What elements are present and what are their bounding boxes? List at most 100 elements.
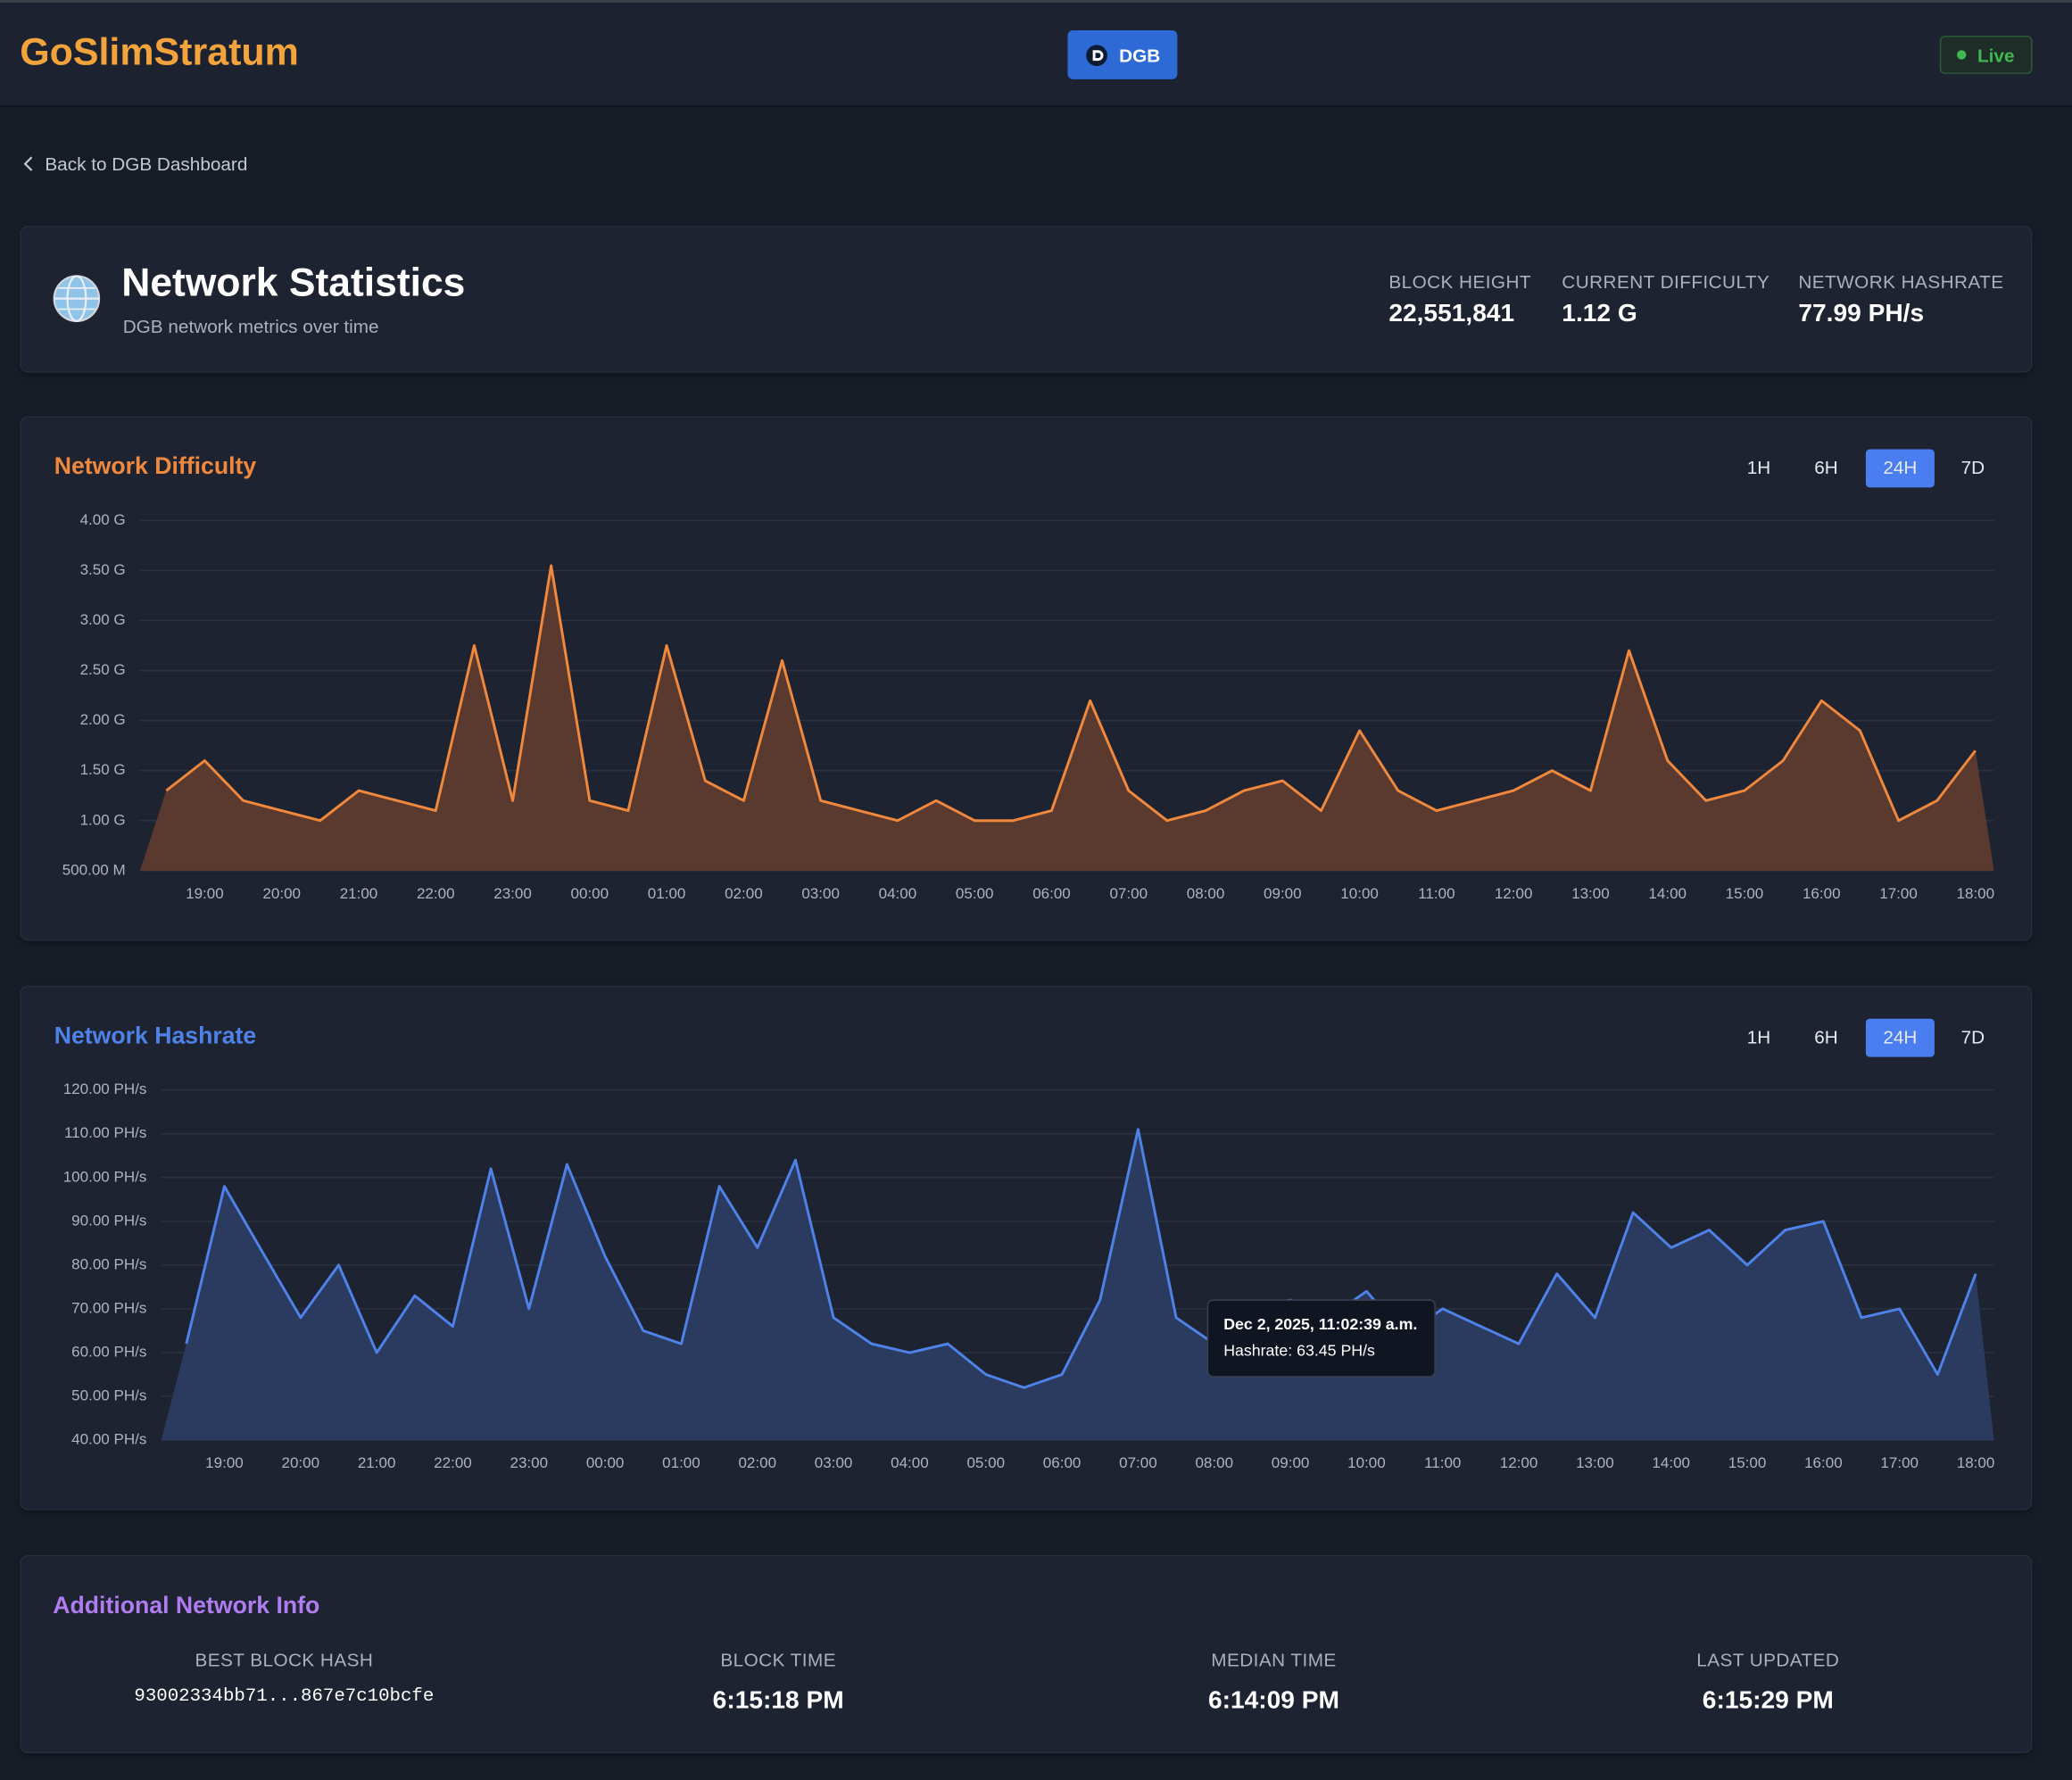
- x-tick-label: 03:00: [815, 1454, 853, 1471]
- range-button[interactable]: 1H: [1747, 458, 1771, 478]
- x-tick-label: 22:00: [417, 885, 455, 902]
- x-tick-label: 03:00: [801, 885, 840, 902]
- summary-title: Network Statistics: [121, 261, 465, 306]
- y-tick-label: 50.00 PH/s: [71, 1387, 146, 1404]
- x-tick-label: 22:00: [434, 1454, 472, 1471]
- stat-value: 1.12 G: [1562, 300, 1637, 329]
- y-tick-label: 100.00 PH/s: [63, 1168, 147, 1185]
- difficulty-chart: Network Difficulty1H6H24H7D500.00 M1.00 …: [20, 416, 2032, 940]
- x-tick-label: 15:00: [1726, 885, 1764, 902]
- range-button[interactable]: 24H: [1883, 1027, 1917, 1047]
- stat-label: BLOCK HEIGHT: [1388, 271, 1531, 293]
- range-button[interactable]: 6H: [1814, 1027, 1838, 1047]
- x-tick-label: 20:00: [262, 885, 301, 902]
- y-tick-label: 2.50 G: [80, 661, 126, 678]
- chevron: [24, 156, 35, 172]
- info-label: MEDIAN TIME: [1075, 1649, 1471, 1670]
- info-value: 93002334bb71...867e7c10bcfe: [72, 1686, 495, 1708]
- x-tick-label: 10:00: [1347, 1454, 1386, 1471]
- x-tick-label: 13:00: [1571, 885, 1610, 902]
- y-tick-label: 60.00 PH/s: [71, 1343, 146, 1360]
- header: [0, 0, 2072, 107]
- summary-subtitle: DGB network metrics over time: [123, 316, 379, 337]
- x-tick-label: 01:00: [662, 1454, 700, 1471]
- x-tick-label: 07:00: [1119, 1454, 1157, 1471]
- x-tick-label: 06:00: [1032, 885, 1071, 902]
- stat-value: 77.99 PH/s: [1798, 300, 1924, 329]
- x-tick-label: 04:00: [879, 885, 917, 902]
- tooltip-box: [1207, 1300, 1435, 1377]
- x-tick-label: 18:00: [1957, 1454, 1995, 1471]
- x-tick-label: 23:00: [510, 1454, 548, 1471]
- x-tick-label: 08:00: [1195, 1454, 1233, 1471]
- live-label: Live: [1977, 45, 2014, 66]
- x-tick-label: 02:00: [725, 885, 763, 902]
- area-fill: [162, 1130, 1994, 1440]
- x-tick-label: 01:00: [648, 885, 686, 902]
- stat-value: 22,551,841: [1388, 300, 1514, 329]
- tooltip-title: Dec 2, 2025, 11:02:39 a.m.: [1223, 1315, 1417, 1333]
- stat-label: CURRENT DIFFICULTY: [1562, 271, 1769, 293]
- y-tick-label: 1.50 G: [80, 761, 126, 778]
- range-button[interactable]: 24H: [1883, 458, 1917, 478]
- y-tick-label: 120.00 PH/s: [63, 1080, 147, 1097]
- y-tick-label: 90.00 PH/s: [71, 1212, 146, 1229]
- x-tick-label: 19:00: [205, 1454, 244, 1471]
- x-tick-label: 14:00: [1648, 885, 1687, 902]
- chart-title: Network Difficulty: [54, 452, 257, 479]
- x-tick-label: 11:00: [1418, 885, 1455, 902]
- x-tick-label: 09:00: [1272, 1454, 1310, 1471]
- range-button[interactable]: 7D: [1961, 1027, 1985, 1047]
- y-tick-label: 1.00 G: [80, 811, 126, 828]
- y-tick-label: 3.50 G: [80, 561, 126, 578]
- x-tick-label: 07:00: [1109, 885, 1148, 902]
- y-tick-label: 80.00 PH/s: [71, 1255, 146, 1272]
- x-tick-label: 02:00: [738, 1454, 776, 1471]
- y-tick-label: 3.00 G: [80, 611, 126, 628]
- coin-icon: [1085, 43, 1109, 67]
- x-tick-label: 10:00: [1340, 885, 1379, 902]
- x-tick-label: 20:00: [282, 1454, 320, 1471]
- range-button[interactable]: 7D: [1961, 458, 1985, 478]
- x-tick-label: 21:00: [358, 1454, 396, 1471]
- live-badge: Live: [1940, 36, 2033, 74]
- stat-label: NETWORK HASHRATE: [1798, 271, 2003, 293]
- y-tick-label: 4.00 G: [80, 511, 126, 528]
- info-label: BLOCK TIME: [580, 1649, 976, 1670]
- back-label: Back to DGB Dashboard: [45, 153, 247, 175]
- x-tick-label: 09:00: [1264, 885, 1302, 902]
- brand[interactable]: GoSlimStratum: [20, 32, 299, 76]
- info-label: LAST UPDATED: [1570, 1649, 1966, 1670]
- x-tick-label: 19:00: [186, 885, 224, 902]
- coin-label: DGB: [1119, 45, 1160, 66]
- y-tick-label: 110.00 PH/s: [64, 1124, 146, 1141]
- coin-button[interactable]: DGB: [1067, 30, 1177, 79]
- x-tick-label: 13:00: [1576, 1454, 1614, 1471]
- y-tick-label: 70.00 PH/s: [71, 1299, 146, 1316]
- range-button[interactable]: 6H: [1814, 458, 1838, 478]
- x-tick-label: 15:00: [1728, 1454, 1767, 1471]
- hashrate-chart: Network Hashrate1H6H24H7D40.00 PH/s50.00…: [20, 986, 2032, 1511]
- tooltip: Dec 2, 2025, 11:02:39 a.m.Hashrate: 63.4…: [1207, 1300, 1435, 1377]
- x-tick-label: 00:00: [586, 1454, 625, 1471]
- x-tick-label: 23:00: [493, 885, 532, 902]
- x-tick-label: 21:00: [340, 885, 378, 902]
- info-value: 6:14:09 PM: [1063, 1687, 1486, 1717]
- y-tick-label: 40.00 PH/s: [71, 1431, 146, 1448]
- globe-icon: [52, 274, 102, 324]
- x-tick-label: 12:00: [1500, 1454, 1538, 1471]
- x-tick-label: 00:00: [571, 885, 609, 902]
- y-tick-label: 2.00 G: [80, 711, 126, 728]
- back-link[interactable]: Back to DGB Dashboard: [24, 153, 248, 175]
- x-tick-label: 18:00: [1957, 885, 1995, 902]
- range-button[interactable]: 1H: [1747, 1027, 1771, 1047]
- x-tick-label: 16:00: [1803, 885, 1841, 902]
- x-tick-label: 04:00: [891, 1454, 929, 1471]
- info-value: 6:15:29 PM: [1556, 1687, 1979, 1717]
- x-tick-label: 14:00: [1652, 1454, 1690, 1471]
- info-title: Additional Network Info: [53, 1592, 319, 1619]
- x-tick-label: 17:00: [1880, 1454, 1919, 1471]
- area-fill: [140, 566, 1994, 871]
